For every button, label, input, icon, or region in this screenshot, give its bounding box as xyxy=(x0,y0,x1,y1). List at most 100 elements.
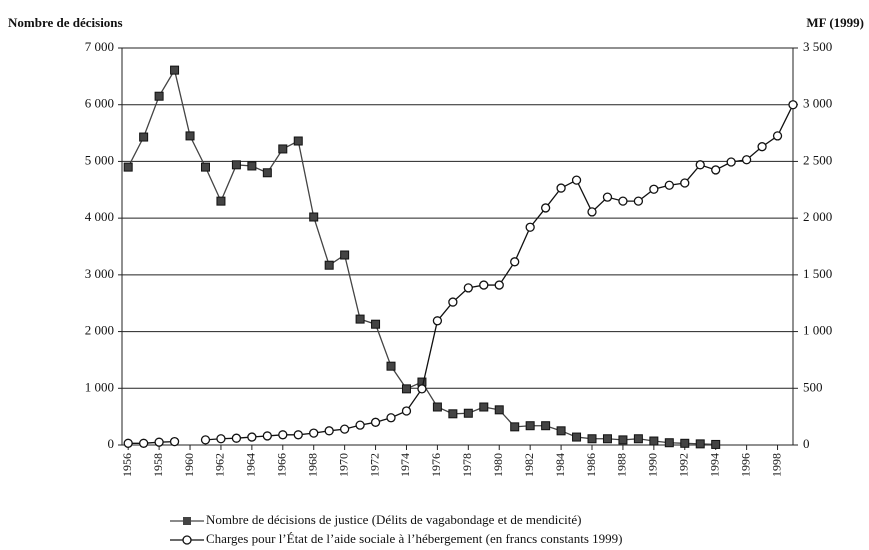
x-tick-label: 1978 xyxy=(460,453,474,477)
circle-marker xyxy=(154,437,164,447)
x-tick-label: 1988 xyxy=(615,453,629,477)
circle-marker xyxy=(649,184,659,194)
square-marker xyxy=(216,196,226,206)
circle-marker xyxy=(339,424,350,434)
y-tick-label: 6 000 xyxy=(85,96,114,111)
square-marker xyxy=(401,384,411,394)
y-axis-label: Nombre de décisions xyxy=(8,15,123,30)
square-marker xyxy=(463,408,473,418)
x-tick-label: 1972 xyxy=(367,453,381,477)
x-tick-label: 1980 xyxy=(491,453,505,477)
x-tick-label: 1998 xyxy=(769,453,783,477)
circle-marker xyxy=(695,160,705,170)
x-tick-label: 1970 xyxy=(336,453,350,477)
circle-marker xyxy=(309,428,319,438)
circle-marker xyxy=(741,155,752,165)
circle-marker xyxy=(138,438,149,448)
circle-marker xyxy=(355,420,365,430)
circle-marker xyxy=(386,413,396,423)
circle-marker xyxy=(587,207,597,217)
square-marker xyxy=(278,144,288,154)
square-marker xyxy=(680,438,690,448)
circle-marker xyxy=(278,430,288,440)
x-tick-label: 1982 xyxy=(522,453,536,477)
circle-marker xyxy=(772,131,783,141)
x-tick-label: 1992 xyxy=(677,453,691,477)
circle-marker xyxy=(726,157,736,167)
square-marker xyxy=(231,160,241,170)
square-marker xyxy=(711,439,721,449)
circle-marker xyxy=(633,196,644,206)
y-tick-label: 0 xyxy=(108,436,115,451)
x-tick-label: 1956 xyxy=(120,453,134,477)
y-tick-label: 5 000 xyxy=(85,152,114,167)
square-marker xyxy=(618,435,628,445)
circle-marker xyxy=(525,222,535,232)
circle-marker xyxy=(432,316,443,326)
y2-tick-label: 3 000 xyxy=(803,96,832,111)
square-marker xyxy=(602,434,612,444)
circle-marker xyxy=(571,175,582,185)
y2-tick-label: 1 000 xyxy=(803,323,832,338)
y2-tick-label: 0 xyxy=(803,436,810,451)
circle-marker xyxy=(602,192,613,202)
circle-marker xyxy=(293,430,303,440)
y-tick-label: 3 000 xyxy=(85,266,114,281)
square-marker xyxy=(371,319,381,329)
y-tick-label: 4 000 xyxy=(85,209,114,224)
x-tick-label: 1974 xyxy=(398,453,412,477)
circle-marker xyxy=(680,178,690,188)
circle-marker xyxy=(417,384,427,394)
x-tick-label: 1990 xyxy=(646,453,660,477)
circle-marker xyxy=(757,142,767,152)
circle-marker xyxy=(556,183,566,193)
square-marker xyxy=(262,168,272,178)
square-marker xyxy=(633,434,643,444)
square-marker xyxy=(695,439,705,449)
square-marker xyxy=(525,421,535,431)
y-tick-label: 1 000 xyxy=(85,379,114,394)
circle-marker xyxy=(664,180,674,190)
square-marker xyxy=(587,434,597,444)
square-marker xyxy=(556,426,566,436)
circle-marker xyxy=(262,431,272,441)
square-marker xyxy=(479,402,489,412)
circle-marker xyxy=(711,165,721,175)
legend-marker xyxy=(183,517,191,525)
legend-label: Nombre de décisions de justice (Délits d… xyxy=(206,512,581,527)
y2-tick-label: 2 500 xyxy=(803,152,832,167)
square-marker xyxy=(200,162,210,172)
x-tick-label: 1986 xyxy=(584,453,598,477)
circle-marker xyxy=(448,297,458,307)
square-marker xyxy=(340,250,350,260)
circle-marker xyxy=(463,283,473,293)
square-marker xyxy=(293,136,303,146)
circle-marker xyxy=(370,417,381,427)
circle-marker xyxy=(618,196,628,206)
x-tick-label: 1960 xyxy=(182,453,196,477)
x-tick-label: 1964 xyxy=(244,453,258,477)
legend-label: Charges pour l’État de l’aide sociale à … xyxy=(206,531,622,546)
square-marker xyxy=(324,260,334,270)
y-tick-label: 2 000 xyxy=(85,323,114,338)
legend-marker xyxy=(182,535,192,545)
square-marker xyxy=(139,132,149,142)
square-marker xyxy=(355,314,365,324)
circle-marker xyxy=(510,257,520,267)
square-marker xyxy=(448,409,458,419)
square-marker xyxy=(649,436,659,446)
series-line xyxy=(128,104,794,444)
x-tick-label: 1958 xyxy=(151,453,165,477)
circle-marker xyxy=(494,280,504,290)
circle-marker xyxy=(247,432,257,442)
y2-tick-label: 2 000 xyxy=(803,209,832,224)
square-marker xyxy=(572,432,582,442)
square-marker xyxy=(309,212,319,222)
square-marker xyxy=(170,65,180,75)
circle-marker xyxy=(401,406,412,416)
x-tick-label: 1966 xyxy=(275,453,289,477)
y2-tick-label: 1 500 xyxy=(803,266,832,281)
circle-marker xyxy=(324,426,334,436)
